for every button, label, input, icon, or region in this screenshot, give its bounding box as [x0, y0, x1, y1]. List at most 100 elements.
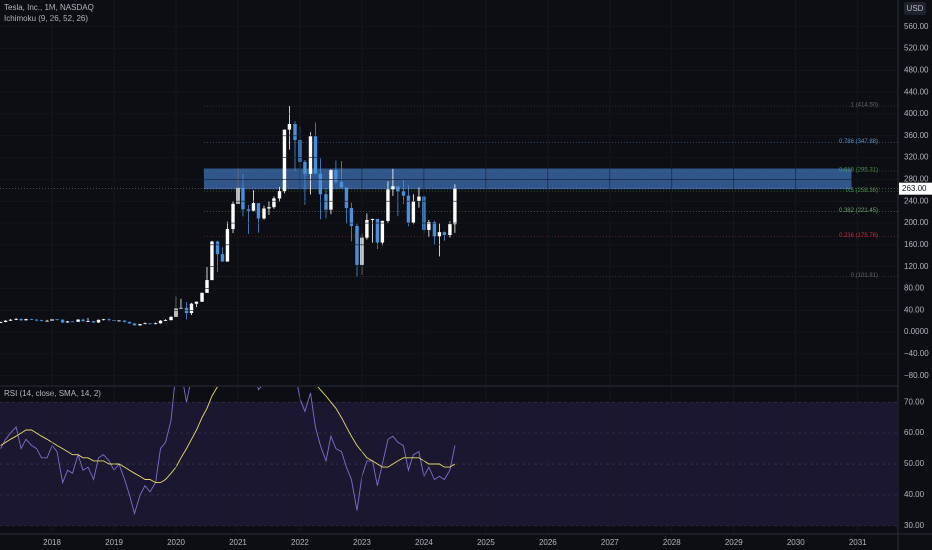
x-tick-label: 2018	[43, 538, 61, 547]
candle-body	[396, 186, 400, 192]
x-tick-label: 2022	[291, 538, 309, 547]
rsi-tick-label: 50.00	[904, 459, 925, 468]
y-tick-label: 560.00	[904, 22, 929, 31]
x-tick-label: 2027	[601, 538, 619, 547]
fib-label: 0.618 (295.31)	[839, 168, 878, 174]
fib-label: 0.236 (175.76)	[839, 233, 878, 239]
candle-body	[417, 196, 421, 202]
rsi-tick-label: 70.00	[904, 397, 925, 406]
candle-body	[293, 124, 297, 140]
x-tick-label: 2028	[663, 538, 681, 547]
candle-body	[205, 280, 209, 293]
candle-body	[339, 181, 344, 188]
candle-body	[70, 321, 75, 323]
candle-body	[19, 318, 23, 321]
y-tick-label: 320.00	[904, 153, 929, 162]
candle-body	[132, 323, 137, 326]
fib-label: 0.786 (347.88)	[839, 139, 878, 145]
candle-body	[210, 241, 214, 281]
candle-body	[287, 124, 292, 130]
y-tick-label: 400.00	[904, 109, 929, 118]
candle-body	[324, 194, 328, 210]
candle-body	[225, 228, 230, 262]
candle-body	[163, 320, 168, 321]
currency-box[interactable]	[904, 2, 926, 15]
candle-body	[391, 186, 395, 190]
candle-body	[282, 129, 287, 192]
rsi-line	[0, 387, 456, 484]
x-tick-label: 2019	[105, 538, 123, 547]
candle-body	[3, 320, 8, 323]
y-tick-label: 40.00	[904, 305, 925, 314]
rsi-pane	[0, 387, 898, 527]
candle-body	[14, 318, 18, 320]
x-tick-label: 2023	[353, 538, 371, 547]
y-tick-label: 440.00	[904, 87, 929, 96]
x-tick-label: 2021	[229, 538, 247, 547]
candle-body	[29, 319, 34, 320]
candle-body	[60, 319, 65, 323]
x-tick-label: 2024	[415, 538, 433, 547]
candle-body	[143, 323, 147, 325]
candle-body	[277, 191, 282, 199]
candle-body	[313, 136, 318, 174]
rsi-tick-label: 40.00	[904, 490, 925, 499]
candle-body	[411, 201, 416, 223]
y-tick-label: 520.00	[904, 44, 929, 53]
candle-body	[246, 209, 251, 211]
candle-body	[453, 188, 457, 225]
candle-body	[65, 321, 70, 323]
x-tick-label: 2026	[539, 538, 557, 547]
last-price-box	[899, 182, 932, 195]
last-price-label: 263.00	[902, 184, 927, 193]
candle-body	[148, 323, 152, 325]
candle-body	[81, 319, 85, 322]
fib-label: 0.382 (221.45)	[839, 208, 878, 214]
currency: USD	[907, 4, 924, 13]
x-tick-label: 2020	[167, 538, 185, 547]
candle-body	[96, 319, 101, 323]
candle-body	[220, 254, 225, 262]
candle-body	[0, 322, 3, 323]
y-tick-label: 80.00	[904, 284, 925, 293]
y-tick-label: 360.00	[904, 131, 929, 140]
x-tick-label: 2031	[849, 538, 867, 547]
x-tick-label: 2029	[725, 538, 743, 547]
candle-body	[153, 323, 158, 325]
candle-body	[329, 170, 333, 210]
candle-body	[349, 208, 354, 226]
y-tick-label: 200.00	[904, 218, 929, 227]
candle-body	[231, 203, 235, 229]
y-tick-label: 240.00	[904, 196, 929, 205]
symbol-title: Tesla, Inc., 1M, NASDAQ	[4, 3, 94, 12]
y-tick-label: 120.00	[904, 262, 929, 271]
candle-body	[122, 320, 127, 322]
candle-body	[365, 219, 369, 238]
candle-body	[194, 301, 199, 304]
rsi-title: RSI (14, close, SMA, 14, 2)	[4, 389, 101, 398]
fib-label: 1 (414.50)	[851, 103, 878, 109]
candle-body	[179, 307, 183, 309]
fib-label: 0.5 (258.36)	[846, 188, 878, 194]
candle-body	[262, 208, 266, 219]
x-tick-label: 2030	[787, 538, 805, 547]
candle-body	[45, 320, 49, 322]
candle-body	[308, 136, 313, 174]
candle-body	[117, 320, 121, 322]
y-tick-label: 0.0000	[904, 327, 929, 336]
candle-body	[241, 187, 245, 210]
y-tick-label: 480.00	[904, 65, 929, 74]
candle-body	[442, 232, 447, 235]
candle-body	[158, 320, 163, 324]
candle-body	[189, 303, 194, 314]
candle-body	[448, 224, 452, 235]
price-pane: 1 (414.50) 0.786 (347.88) 0.618 (295.31) 0.…	[0, 103, 898, 326]
candle-body	[86, 321, 90, 322]
candle-body	[256, 203, 261, 219]
candle-body	[272, 198, 276, 208]
candle-body	[267, 207, 271, 209]
candle-body	[370, 218, 375, 220]
candle-body	[334, 170, 338, 182]
candle-body	[380, 220, 385, 243]
